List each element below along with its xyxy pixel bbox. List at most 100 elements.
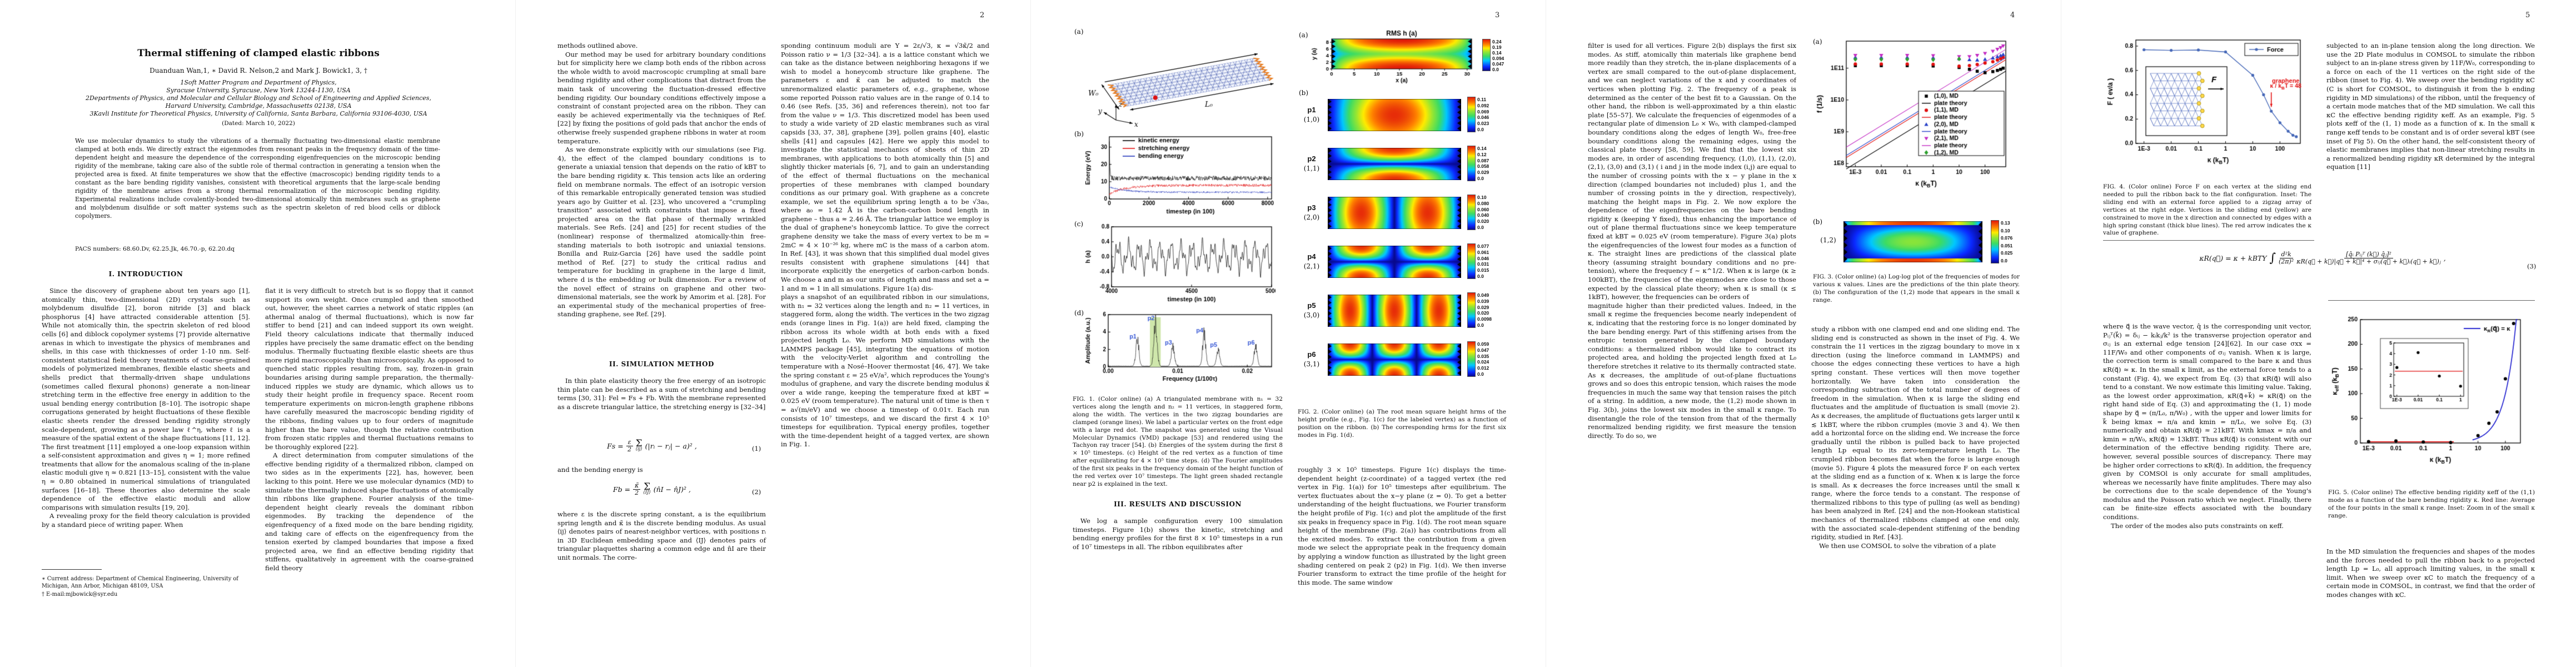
mode-peak-label: p3 (1307, 203, 1316, 212)
fig1d-spectrum-plot (1084, 311, 1275, 389)
colorbar-tick-label: 0.031 (1477, 261, 1489, 267)
mode-peak-label: p6 (1307, 350, 1316, 359)
paper-title: Thermal stiffening of clamped elastic ri… (137, 48, 380, 59)
fig4-force-plot (2105, 32, 2310, 180)
colorbar-gradient (1467, 146, 1476, 181)
fig2-mode-row-p1: p1 (1,0) 0.11 0.092 0.069 0.046 0.023 0.0 (1298, 96, 1506, 140)
abstract: We use molecular dynamics to study the v… (75, 137, 440, 220)
fig2-mode-heatmap-p6 (1328, 344, 1461, 376)
page2-column-1: methods outlined above. Our method may b… (557, 42, 766, 345)
fig3b-mode-heatmap (1843, 221, 1982, 262)
colorbar-tick-label: 0.060 (1477, 206, 1489, 212)
page1-column-2: flat it is very difficult to stretch but… (265, 287, 474, 598)
mode-index-label: (2,0) (1303, 213, 1320, 221)
colorbar-tick-label: 0.14 (1492, 50, 1502, 56)
eq3-lhs: κR(q⃗) = κ + kBTY (2199, 254, 2267, 262)
section-introduction: I. INTRODUCTION (108, 270, 183, 278)
fig3a-loglog-plot (1814, 34, 2014, 208)
paragraph: Since the discovery of graphene about te… (42, 287, 250, 511)
page-1: Thermal stiffening of clamped elastic ri… (0, 0, 515, 667)
colorbar-labels: 0.24 0.19 0.14 0.094 0.047 0.0 (1492, 39, 1504, 72)
colorbar-tick-label: 0.11 (1477, 97, 1487, 102)
paragraph: The order of the modes also puts constra… (2111, 521, 2284, 530)
paragraph: We then use COMSOL to solve the vibratio… (1819, 541, 1996, 550)
paragraph: subjected to an in-plane tension along t… (2326, 42, 2535, 171)
colorbar-labels: 0.11 0.092 0.069 0.046 0.023 0.0 (1477, 97, 1489, 132)
fig2-mode-row-p2: p2 (1,1) 0.14 0.12 0.087 0.058 0.029 0.0 (1298, 145, 1506, 189)
paragraph: Our method may be used for arbitrary bou… (557, 50, 766, 145)
colorbar-tick-label: 0.087 (1477, 157, 1489, 163)
colorbar-tick-label: 0.046 (1477, 115, 1489, 121)
affiliation-1b: Syracuse University, Syracuse, New York … (166, 87, 351, 94)
eq-turnover-rule-left (2103, 240, 2314, 241)
page-number: 4 (2010, 11, 2015, 19)
page-number: 3 (1495, 11, 1500, 19)
colorbar-tick-label: 0.24 (1492, 39, 1502, 44)
paragraph: We log a sample configuration every 100 … (1073, 517, 1283, 551)
mode-peak-label: p4 (1307, 252, 1316, 261)
fig3b-colorbar: 0.13 0.10 0.076 0.051 0.025 0.0 (1991, 220, 2012, 263)
colorbar-tick-label: 0.015 (1477, 267, 1489, 273)
fig2-panel-b-label: (b) (1299, 89, 1309, 97)
fig2-mode-heatmap-p4 (1328, 246, 1461, 278)
mode-index-label: (1,0) (1303, 116, 1320, 123)
colorbar-tick-label: 0.0 (1477, 322, 1484, 328)
fig2-mode-row-p3: p3 (2,0) 0.10 0.080 0.060 0.040 0.020 0.0 (1298, 193, 1506, 238)
colorbar-tick-label: 0.046 (1477, 255, 1489, 261)
colorbar-labels: 0.077 0.061 0.046 0.031 0.015 0.0 (1477, 243, 1489, 279)
paragraph: In thin plate elasticity theory the free… (557, 377, 766, 411)
fig2-mode-maps: p1 (1,0) 0.11 0.092 0.069 0.046 0.023 0.0 p2 (1,1… (1298, 96, 1506, 396)
colorbar-tick-label: 0.10 (2001, 227, 2010, 233)
colorbar-gradient (1991, 220, 1999, 263)
colorbar-tick-label: 0.035 (1477, 353, 1489, 359)
fig2-mode-row-p4: p4 (2,1) 0.077 0.061 0.046 0.031 0.015 0.0 (1298, 242, 1506, 287)
eq3-fraction-2: [q̂ᵢ Pᵢⱼᵀ (k⃗) q̂ⱼ]² κR(q⃗ + k⃗)|q⃗ + k⃗|… (2296, 251, 2441, 265)
fig2-colorbar-p2: 0.14 0.12 0.087 0.058 0.029 0.0 (1467, 146, 1489, 181)
fig2-colorbar-p3: 0.10 0.080 0.060 0.040 0.020 0.0 (1467, 195, 1489, 230)
eq1-lhs: Fs = (607, 442, 624, 450)
affiliation-3: 3Kavli Institute for Theoretical Physics… (89, 110, 427, 117)
page3-results-paragraph: We log a sample configuration every 100 … (1073, 517, 1283, 551)
colorbar-tick-label: 0.023 (1477, 121, 1489, 127)
eq1-sum: Σ ⟨ij⟩ (635, 437, 642, 452)
colorbar-tick-label: 0.058 (1477, 163, 1489, 170)
colorbar-tick-label: 0.0 (1492, 67, 1499, 72)
page3-column-2: roughly 3 × 10⁵ timesteps. Figure 1(c) d… (1298, 466, 1506, 587)
colorbar-tick-label: 0.049 (1477, 292, 1489, 298)
fig1a-ribbon-snapshot (1073, 28, 1284, 127)
colorbar-gradient (1467, 341, 1476, 377)
page5-column-2-top: subjected to an in-plane tension along t… (2326, 42, 2535, 172)
paragraph: study a ribbon with one clamped end and … (1811, 325, 2020, 541)
colorbar-tick-label: 0.025 (2001, 250, 2013, 256)
fig2a-rms-heatmap (1312, 29, 1478, 86)
fig3-panel-b-label: (b) (1813, 218, 1823, 226)
paragraph: flat it is very difficult to stretch but… (265, 287, 474, 451)
pacs-numbers: PACS numbers: 68.60.Dv, 62.25.Jk, 46.70.… (75, 246, 235, 252)
paragraph: filter is used for all vertices. Figure … (1588, 42, 1796, 301)
mode-index-label: (1,1) (1303, 165, 1320, 172)
fig1c-height-trace-plot (1084, 222, 1275, 307)
colorbar-tick-label: 0.094 (1492, 56, 1504, 61)
mode-peak-label: p5 (1307, 301, 1316, 310)
fig2-mode-heatmap-p3 (1328, 197, 1461, 229)
fig2-caption: FIG. 2. (Color online) (a) The root mean… (1298, 409, 1506, 439)
colorbar-tick-label: 0.13 (2001, 220, 2010, 226)
mode-index-label: (3,1) (1303, 360, 1320, 368)
paragraph: magnitude higher than their predicted va… (1588, 301, 1796, 440)
fig3b-mode-label: (1,2) (1820, 236, 1836, 244)
eq2-lhs: Fb = (613, 485, 631, 494)
paragraph: where q⃗ is the wave vector, q̂ is the c… (2103, 322, 2311, 521)
fig5-kappa-eff-plot (2327, 314, 2533, 481)
colorbar-tick-label: 0.0 (1477, 175, 1484, 181)
equation-2: Fb = κ̃ 2 Σ ⟨IJ⟩ (n̂I − n̂J)² , (557, 482, 746, 496)
equation-3: κR(q⃗) = κ + kBTY ∫ d²k (2π)² [q̂ᵢ Pᵢⱼᵀ (… (2134, 251, 2512, 266)
colorbar-tick-label: 0.020 (1477, 310, 1489, 316)
eq1-number: (1) (752, 445, 761, 452)
paragraph: roughly 3 × 10⁵ timesteps. Figure 1(c) d… (1298, 466, 1506, 586)
colorbar-gradient (1467, 243, 1476, 279)
page-number: 2 (980, 11, 985, 19)
page5-column-2-bottom: In the MD simulation the frequencies and… (2326, 547, 2535, 600)
colorbar-tick-label: 0.047 (1492, 61, 1504, 67)
